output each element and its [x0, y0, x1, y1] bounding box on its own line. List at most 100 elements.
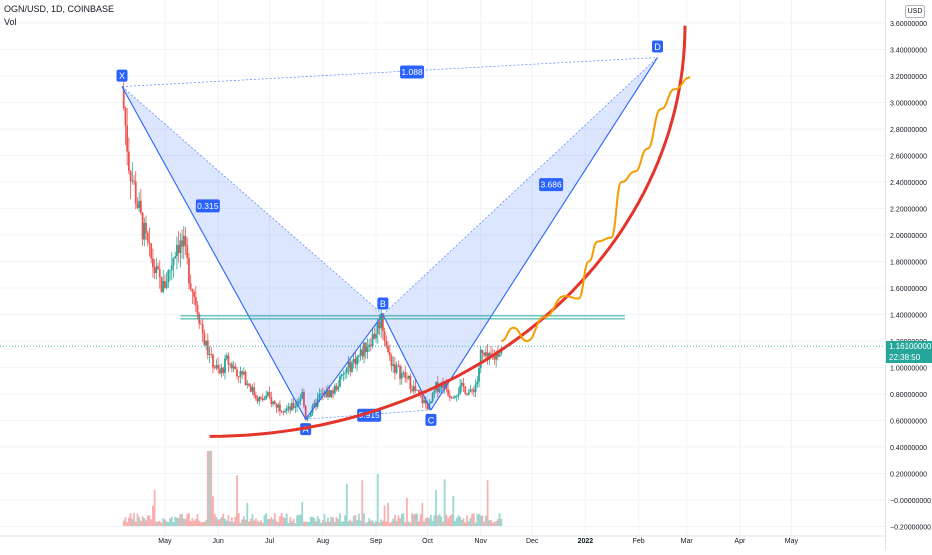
- volume-bar: [153, 490, 156, 526]
- grid-lines: [0, 0, 885, 536]
- volume-bar: [270, 517, 273, 526]
- price-axis[interactable]: 3.60000000 3.40000000 3.20000000 3.00000000…: [885, 0, 932, 550]
- volume-bar: [327, 517, 329, 526]
- pattern-ratio-line: [121, 86, 384, 315]
- volume-bar: [225, 520, 228, 526]
- candle: [369, 344, 372, 347]
- candle: [301, 392, 304, 399]
- volume-bar: [138, 516, 141, 526]
- x-tick-label: Dec: [526, 538, 539, 545]
- candle: [424, 399, 427, 404]
- volume-bar: [174, 516, 177, 526]
- candle: [218, 368, 221, 374]
- volume-bar: [280, 513, 283, 526]
- volume-bar: [347, 521, 350, 526]
- candle: [179, 240, 182, 254]
- volume-bar: [265, 513, 268, 526]
- x-tick-label: Apr: [734, 538, 746, 545]
- candle: [260, 397, 262, 399]
- candle: [356, 356, 359, 365]
- volume-bar: [218, 519, 221, 526]
- volume-bar: [182, 518, 185, 526]
- candle: [155, 266, 158, 274]
- xabcd-pattern[interactable]: X A B C D 0.315 0.915 3.686 1.088: [116, 40, 664, 436]
- y-tick-label: 3.60000000: [890, 21, 927, 28]
- volume-bar: [170, 516, 173, 526]
- volume-bar: [239, 522, 242, 526]
- candle: [448, 395, 451, 398]
- candle: [483, 352, 486, 356]
- y-tick-label: 1.80000000: [890, 260, 927, 267]
- candle: [371, 333, 374, 347]
- volume-bar: [433, 514, 436, 526]
- candle: [157, 266, 159, 270]
- candle: [481, 349, 484, 353]
- candle: [208, 354, 211, 355]
- x-tick-label: 2022: [578, 538, 594, 545]
- pattern-point-label: X: [119, 71, 125, 81]
- y-tick-label: 0.60000000: [890, 419, 927, 426]
- volume-indicator-label[interactable]: Vol: [4, 17, 17, 27]
- candle: [191, 288, 194, 292]
- volume-bar: [122, 520, 125, 526]
- volume-bar: [198, 520, 201, 526]
- volume-bar: [421, 502, 424, 526]
- x-tick-label: Sep: [370, 538, 383, 545]
- candle: [330, 390, 333, 398]
- volume-bar: [266, 519, 269, 526]
- candle: [227, 355, 230, 365]
- candle: [299, 398, 302, 401]
- candle: [366, 346, 369, 353]
- candle: [292, 402, 295, 408]
- y-tick-label: 2.60000000: [890, 154, 927, 161]
- candle: [275, 404, 278, 408]
- candle: [146, 232, 149, 243]
- volume-bar: [363, 513, 365, 526]
- candle: [225, 355, 228, 359]
- volume-bar: [127, 517, 130, 526]
- y-tick-label: 1.40000000: [890, 313, 927, 320]
- candle: [309, 413, 312, 417]
- candle: [340, 374, 343, 377]
- candle: [496, 353, 499, 357]
- pattern-point-marker: [377, 297, 389, 310]
- ratio-label: 3.686: [540, 180, 562, 190]
- candle: [328, 390, 331, 398]
- candle: [349, 361, 352, 372]
- candle: [294, 406, 297, 408]
- volume-bar: [339, 513, 341, 526]
- volume-bar: [443, 479, 446, 526]
- candle: [412, 386, 415, 392]
- volume-bar: [454, 521, 456, 526]
- candle: [409, 375, 412, 390]
- volume-bar: [381, 520, 384, 526]
- candle: [136, 203, 139, 208]
- candle: [258, 397, 261, 402]
- pattern-point-label: A: [303, 425, 309, 435]
- volume-bar: [375, 521, 377, 526]
- volume-bar: [230, 517, 233, 526]
- volume-bar: [242, 516, 245, 526]
- volume-bar: [397, 515, 400, 526]
- volume-bar: [139, 520, 142, 526]
- volume-bar: [309, 516, 312, 526]
- ratio-label: 0.915: [359, 410, 381, 420]
- currency-button[interactable]: USD: [905, 5, 925, 18]
- volume-bar: [428, 518, 431, 526]
- volume-bar: [498, 513, 501, 526]
- candle: [472, 389, 475, 392]
- candle: [378, 321, 381, 329]
- volume-bar: [297, 514, 300, 526]
- candle: [303, 392, 305, 407]
- drawing-overlays[interactable]: [0, 25, 885, 438]
- candle: [234, 366, 237, 370]
- volume-bar: [402, 513, 405, 526]
- volume-bar: [495, 521, 498, 526]
- volume-bar: [261, 522, 264, 526]
- candle: [332, 390, 335, 394]
- candle: [203, 333, 206, 346]
- volume-bar: [279, 516, 281, 526]
- candle: [345, 367, 348, 373]
- volume-bar: [193, 520, 195, 526]
